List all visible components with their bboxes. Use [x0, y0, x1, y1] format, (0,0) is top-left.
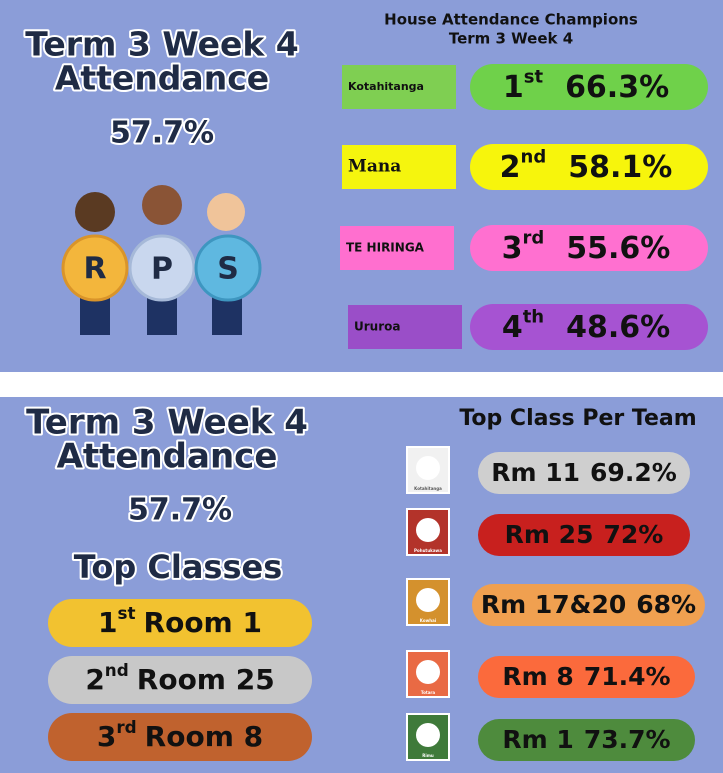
- rank-suffix: rd: [523, 228, 545, 249]
- house-logo: [348, 305, 462, 349]
- house-pill: [470, 225, 708, 271]
- team-text: Rm 11 69.2%: [491, 458, 677, 487]
- team-name: Kowhai: [420, 618, 437, 623]
- team-text: Rm 1 73.7%: [502, 725, 670, 754]
- shield-letter: S: [217, 252, 239, 287]
- rank-suffix: st: [524, 67, 544, 88]
- room: Room 8: [145, 720, 263, 753]
- rank-suffix: rd: [116, 717, 136, 737]
- rank: 2: [500, 150, 521, 185]
- team-name: Totara: [421, 690, 436, 695]
- room: Rm 17&20: [481, 590, 626, 619]
- team-pill: [472, 584, 705, 626]
- house-pill: [470, 304, 708, 350]
- team-name: Kotahitanga: [414, 486, 442, 491]
- pill-text: 4th 48.6%: [502, 307, 670, 345]
- house-logo: [340, 226, 454, 270]
- pill-text: 2nd 58.1%: [500, 147, 673, 185]
- rank-suffix: nd: [521, 147, 547, 168]
- percent: 72%: [603, 520, 663, 549]
- room: Rm 8: [502, 662, 573, 691]
- champions-title: House Attendance Champions: [384, 11, 638, 29]
- team-pill: [478, 719, 695, 761]
- shield-letter: R: [83, 252, 106, 287]
- team-text: Rm 17&20 68%: [481, 590, 696, 619]
- house-name: Mana: [348, 157, 401, 177]
- pill-text: 3rd 55.6%: [502, 228, 671, 266]
- house-name: Kotahitanga: [348, 80, 424, 93]
- team-icon-tree: [416, 518, 440, 542]
- percent: 48.6%: [566, 310, 670, 345]
- pill-text: 3rd Room 8: [97, 717, 263, 753]
- team-icon-tree: [416, 456, 440, 480]
- percent: 55.6%: [566, 231, 670, 266]
- class-pill: [48, 713, 312, 761]
- per-team-title: Top Class Per Team: [459, 406, 696, 431]
- pill-text: 1st 66.3%: [503, 67, 669, 105]
- room: Rm 1: [502, 725, 573, 754]
- team-text: Rm 25 72%: [505, 520, 664, 549]
- shield-letter: P: [151, 252, 173, 287]
- title: Attendance: [55, 59, 269, 98]
- team-icon-tree: [416, 723, 440, 747]
- team-pill: [478, 656, 695, 698]
- team-icon-tree: [416, 660, 440, 684]
- rank: 3: [97, 720, 116, 753]
- rank: 3: [502, 231, 523, 266]
- team-icon-tree: [416, 588, 440, 612]
- percent: 58.1%: [568, 150, 672, 185]
- class-pill: [48, 656, 312, 704]
- rank-suffix: nd: [105, 660, 129, 680]
- team-name: Pohutukawa: [414, 548, 442, 553]
- house-logo: [342, 65, 456, 109]
- percent: 69.2%: [590, 458, 677, 487]
- rank: 4: [502, 310, 523, 345]
- rank: 1: [98, 606, 117, 639]
- title: Attendance: [57, 437, 278, 477]
- percent: 73.7%: [584, 725, 671, 754]
- house-pill: [470, 64, 708, 110]
- percent: 66.3%: [565, 70, 669, 105]
- attendance: 57.7%: [128, 493, 232, 528]
- champions-subtitle: Term 3 Week 4: [449, 30, 573, 48]
- house-name: TE HIRINGA: [346, 241, 425, 255]
- team-text: Rm 8 71.4%: [502, 662, 670, 691]
- house-logo: [342, 145, 456, 189]
- pill-text: 2nd Room 25: [85, 660, 274, 696]
- rank: 2: [85, 663, 104, 696]
- team-name: Rimu: [422, 753, 434, 758]
- room: Rm 11: [491, 458, 580, 487]
- rank: 1: [503, 70, 524, 105]
- percent: 71.4%: [584, 662, 671, 691]
- percent: 68%: [636, 590, 696, 619]
- rank-suffix: st: [118, 603, 136, 623]
- attendance: 57.7%: [110, 116, 214, 151]
- title: Term 3 Week 4: [26, 403, 308, 443]
- top-classes-title: Top Classes: [74, 548, 283, 586]
- team-pill: [478, 514, 690, 556]
- pill-text: 1st Room 1: [98, 603, 262, 639]
- house-name: Ururoa: [354, 320, 400, 334]
- children-illustration: [61, 185, 262, 335]
- room: Room 25: [137, 663, 275, 696]
- title: Term 3 Week 4: [25, 25, 299, 64]
- house-pill: [470, 144, 708, 190]
- rank-suffix: th: [523, 307, 544, 328]
- room: Room 1: [144, 606, 262, 639]
- class-pill: [48, 599, 312, 647]
- team-pill: [478, 452, 690, 494]
- room: Rm 25: [505, 520, 594, 549]
